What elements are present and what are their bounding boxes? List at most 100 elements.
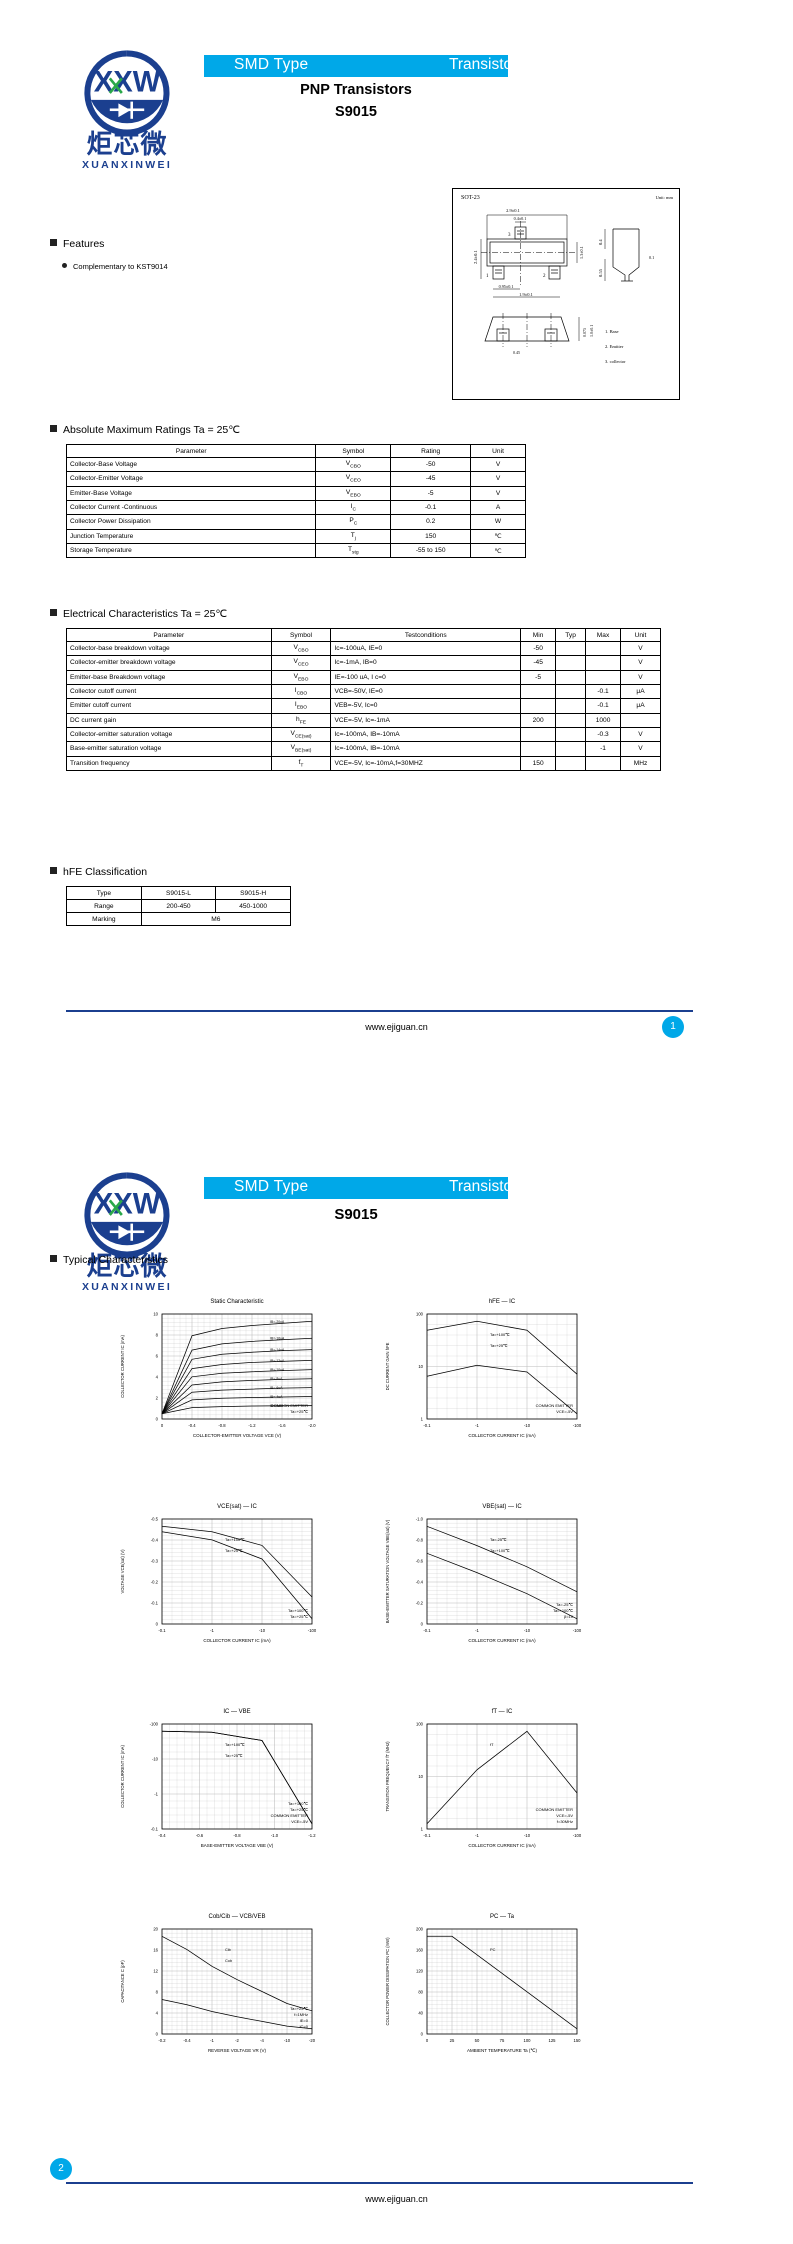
header-bar-left-text: SMD Type (234, 1178, 309, 1195)
cell-parameter: Collector-Emitter Voltage (65, 471, 317, 487)
pin-legend-2: 2. Emitter (605, 344, 624, 349)
logo-pinyin-name: XUANXINWEI (81, 1281, 173, 1294)
chart-2: VCE(sat) — IC -0.1 -1 -10 -100 0 -0.1 -0.2 -0.3-… (110, 1497, 355, 1682)
svg-text:0.4: 0.4 (598, 239, 603, 245)
cell-typ (555, 640, 587, 657)
footer-rule-2 (66, 2182, 693, 2184)
cell-parameter: Storage Temperature (65, 542, 317, 559)
table-row: Collector-base breakdown voltage VCBO Ic=-… (66, 640, 661, 657)
cell-symbol: Tj (315, 528, 392, 544)
footer-url-1[interactable]: www.ejiguan.cn (365, 1022, 428, 1032)
svg-text:Ta=-25℃: Ta=-25℃ (556, 1602, 573, 1607)
cell-rating: 150 (390, 528, 472, 544)
cell-typ (555, 669, 587, 685)
svg-text:0: 0 (156, 1417, 159, 1422)
svg-text:hFE — IC: hFE — IC (489, 1299, 516, 1305)
footer-url-2[interactable]: www.ejiguan.cn (365, 2194, 428, 2204)
svg-text:0: 0 (156, 2032, 159, 2037)
datasheet-page-2: XXW 炬芯微 XUANXINWEI SMD Type Transistors … (0, 1122, 793, 2244)
svg-text:COMMON EMITTER: COMMON EMITTER (271, 1813, 308, 1818)
cell-label: Type (66, 886, 142, 900)
cell-unit: ℃ (470, 528, 526, 544)
svg-text:10: 10 (418, 1364, 423, 1369)
cell-testconditions: Ic=-100mA, IB=-10mA (330, 726, 522, 743)
cell-parameter: Collector-base breakdown voltage (66, 640, 272, 657)
table-row: Junction Temperature Tj 150 ℃ (65, 528, 526, 544)
svg-text:-100: -100 (150, 1722, 159, 1727)
svg-text:-0.2: -0.2 (151, 1580, 159, 1585)
cell-unit: V (620, 669, 661, 685)
svg-text:100: 100 (524, 2038, 532, 2043)
svg-text:16: 16 (153, 1948, 158, 1953)
col-unit: Unit (470, 444, 526, 458)
cell-typ (555, 655, 587, 671)
svg-text:-1: -1 (210, 1628, 214, 1633)
svg-text:BASE-EMITTER SATURATION VOLTAG: BASE-EMITTER SATURATION VOLTAGE VBE(sat)… (385, 1519, 390, 1623)
cell-label: Range (66, 899, 142, 913)
svg-text:Ta=+25℃: Ta=+25℃ (225, 1548, 243, 1553)
svg-text:8: 8 (156, 1333, 159, 1338)
chart-svg-6: Cob/Cib — VCB/VEB -0.2 -0.4 -1 -2 -4 -10 -20 0 4 8… (120, 1914, 316, 2053)
cell-testconditions: VCE=-5V, Ic=-1mA (330, 712, 522, 728)
table-row: Collector Power Dissipation PC 0.2 W (65, 514, 526, 530)
company-logo-2: XXW 炬芯微 XUANXINWEI (62, 1172, 192, 1293)
svg-text:120: 120 (416, 1969, 424, 1974)
svg-text:3: 3 (508, 233, 511, 238)
svg-text:COMMON EMITTER: COMMON EMITTER (536, 1403, 573, 1408)
cell-unit: A (470, 499, 526, 516)
cell-symbol: ICBO (270, 683, 332, 700)
svg-text:PC — Ta: PC — Ta (490, 1914, 515, 1920)
svg-text:1.3±0.1: 1.3±0.1 (579, 246, 584, 259)
cell-max: -0.1 (585, 683, 621, 700)
svg-text:40: 40 (418, 2011, 423, 2016)
cell-typ (555, 755, 587, 771)
table-row: Type S9015-L S9015-H (66, 886, 291, 900)
svg-text:β=10: β=10 (564, 1614, 574, 1619)
col-parameter: Parameter (65, 444, 317, 458)
svg-text:-1.0: -1.0 (271, 1833, 279, 1838)
table-row: DC current gain hFE VCE=-5V, Ic=-1mA 200 100… (66, 712, 661, 728)
svg-text:0: 0 (421, 2032, 424, 2037)
logo-icon: XXW (84, 50, 170, 136)
elec-char-heading: Electrical Characteristics Ta = 25℃ (50, 608, 227, 620)
footer-rule (66, 1010, 693, 1012)
svg-text:-0.1: -0.1 (423, 1423, 431, 1428)
svg-text:VCE=-5V: VCE=-5V (556, 1813, 573, 1818)
cell-grade-l: 200-450 (140, 899, 217, 913)
company-logo: XXW 炬芯微 XUANXINWEI (62, 50, 192, 171)
svg-text:Ta=+25℃: Ta=+25℃ (290, 1409, 308, 1414)
features-heading: Features (50, 238, 104, 250)
svg-text:-0.1: -0.1 (151, 1601, 159, 1606)
svg-text:XXW: XXW (94, 66, 161, 98)
svg-text:-0.1: -0.1 (423, 1628, 431, 1633)
cell-unit: ℃ (470, 542, 526, 559)
table-row: Transition frequency fT VCE=-5V, Ic=-10mA,… (66, 755, 661, 771)
svg-text:IB=-10uA: IB=-10uA (270, 1368, 285, 1372)
package-drawing: SOT-23 Unit: mm (452, 188, 680, 400)
svg-text:CAPACITANCE C (pF): CAPACITANCE C (pF) (120, 1960, 125, 2003)
svg-text:1: 1 (486, 274, 489, 279)
svg-text:0: 0 (161, 1423, 164, 1428)
cell-testconditions: IE=-100 uA, I c=0 (330, 669, 522, 685)
svg-text:2: 2 (543, 274, 546, 279)
svg-text:COLLECTOR CURRENT IC (mA): COLLECTOR CURRENT IC (mA) (468, 1433, 536, 1438)
svg-text:-0.4: -0.4 (158, 1833, 166, 1838)
logo-chinese-name: 炬芯微 (86, 1252, 168, 1282)
svg-text:6: 6 (156, 1354, 159, 1359)
table-row: Base-emitter saturation voltage VBE(sat) I… (66, 741, 661, 757)
svg-text:-0.6: -0.6 (196, 1833, 204, 1838)
cell-parameter: Base-emitter saturation voltage (66, 741, 272, 757)
col-rating: Rating (390, 444, 472, 458)
pin-legend-1: 1. Base (605, 329, 619, 334)
svg-text:0.55: 0.55 (598, 268, 603, 277)
svg-text:COLLECTOR CURRENT IC (mA): COLLECTOR CURRENT IC (mA) (468, 1638, 536, 1643)
package-unit-note: Unit: mm (655, 195, 673, 200)
chart-svg-4: IC — VBE -0.4 -0.6 -0.8 -1.0 -1.2 -0.1 -1 -10 -10… (120, 1709, 316, 1848)
svg-text:100: 100 (416, 1312, 424, 1317)
cell-symbol: IEBO (270, 698, 332, 714)
chart-6: Cob/Cib — VCB/VEB -0.2 -0.4 -1 -2 -4 -10 -20 0 4 8… (110, 1907, 355, 2092)
svg-text:-20: -20 (309, 2038, 316, 2043)
cell-max (585, 669, 621, 685)
abs-max-heading: Absolute Maximum Ratings Ta = 25℃ (50, 424, 240, 436)
chart-svg-1: hFE — IC -0.1 -1 -10 -100 1 10 100 COLLECTOR CUR… (385, 1299, 582, 1438)
